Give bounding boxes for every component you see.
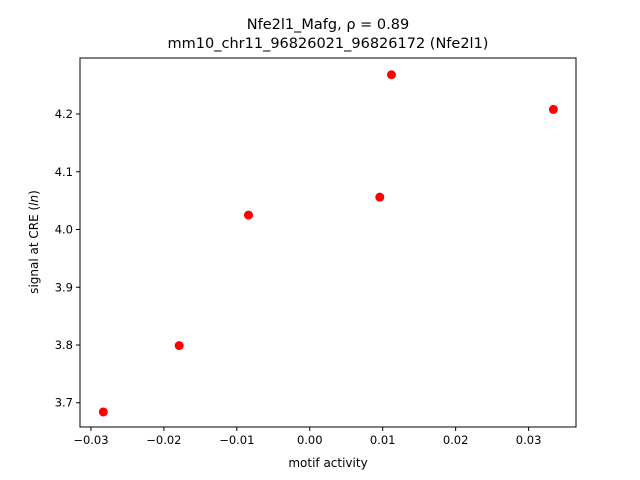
plot-area-frame (79, 57, 577, 428)
chart-title-line2: mm10_chr11_96826021_96826172 (Nfe2l1) (168, 36, 489, 52)
chart-title-line1: Nfe2l1_Mafg, ρ = 0.89 (247, 17, 409, 33)
x-tick-label: −0.02 (146, 433, 181, 447)
y-tick-label: 4.1 (55, 165, 73, 179)
y-axis-label: signal at CRE (ln) (27, 190, 41, 294)
x-tick-label: −0.03 (73, 433, 108, 447)
scatter-point (386, 70, 396, 80)
y-tick-label: 3.7 (55, 396, 73, 410)
scatter-point (548, 104, 558, 114)
y-axis-label-end: ) (27, 190, 41, 195)
x-tick-label: 0.03 (516, 433, 542, 447)
y-axis-ticks: 3.7 3.8 3.9 4.0 4.1 4.2 (55, 107, 80, 410)
x-tick-label: 0.00 (297, 433, 323, 447)
x-tick-label: 0.02 (443, 433, 469, 447)
scatter-point (98, 407, 108, 417)
x-axis-label: motif activity (288, 456, 367, 470)
x-axis-ticks: −0.03 −0.02 −0.01 0.00 0.01 0.02 0.03 (73, 427, 541, 447)
data-points (98, 70, 558, 417)
y-axis-label-italic: ln (27, 195, 41, 206)
y-tick-label: 4.2 (55, 107, 73, 121)
y-tick-label: 3.9 (55, 280, 73, 294)
scatter-point (174, 341, 184, 351)
y-tick-label: 3.8 (55, 338, 73, 352)
x-tick-label: −0.01 (219, 433, 254, 447)
x-tick-label: 0.01 (370, 433, 396, 447)
y-tick-label: 4.0 (55, 223, 73, 237)
scatter-point (243, 210, 253, 220)
y-axis-label-main: signal at CRE ( (27, 206, 41, 294)
scatter-point (375, 192, 385, 202)
